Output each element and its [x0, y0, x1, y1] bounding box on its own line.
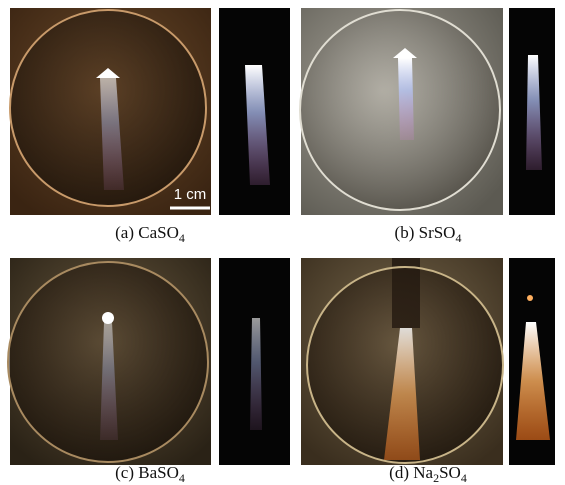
formula-sub: 4 [461, 471, 467, 485]
formula-sub: 4 [179, 471, 185, 485]
caption: (d) Na2SO4 [389, 463, 467, 485]
caption: (b) SrSO4 [395, 223, 462, 245]
formula: Na [413, 463, 433, 482]
caption-label: (c) [115, 463, 134, 482]
panel-c: (c) BaSO4 [8, 258, 290, 485]
glow [527, 295, 533, 301]
formula: BaSO [138, 463, 179, 482]
emission [250, 318, 262, 430]
panel-d: (d) Na2SO4 [301, 258, 555, 485]
panel-b: (b) SrSO4 [300, 8, 555, 245]
page: 1 cm (a) CaSO4 (b) SrSO4 (c) BaSO4 (d) N… [0, 0, 565, 485]
caption: (a) CaSO4 [115, 223, 185, 245]
scale-label: 1 cm [174, 186, 207, 203]
panel-a: 1 cm (a) CaSO4 [10, 8, 290, 245]
caption: (c) BaSO4 [115, 463, 185, 485]
formula: SO [439, 463, 461, 482]
caption-label: (d) [389, 463, 409, 482]
caption-label: (a) [115, 223, 134, 242]
figure: 1 cm (a) CaSO4 (b) SrSO4 (c) BaSO4 (d) N… [0, 0, 565, 485]
formula: SrSO [419, 223, 456, 242]
plasma-column [398, 58, 414, 140]
caption-label: (b) [395, 223, 415, 242]
formula-sub: 4 [179, 231, 185, 245]
formula: CaSO [138, 223, 179, 242]
formula-sub: 4 [455, 231, 461, 245]
